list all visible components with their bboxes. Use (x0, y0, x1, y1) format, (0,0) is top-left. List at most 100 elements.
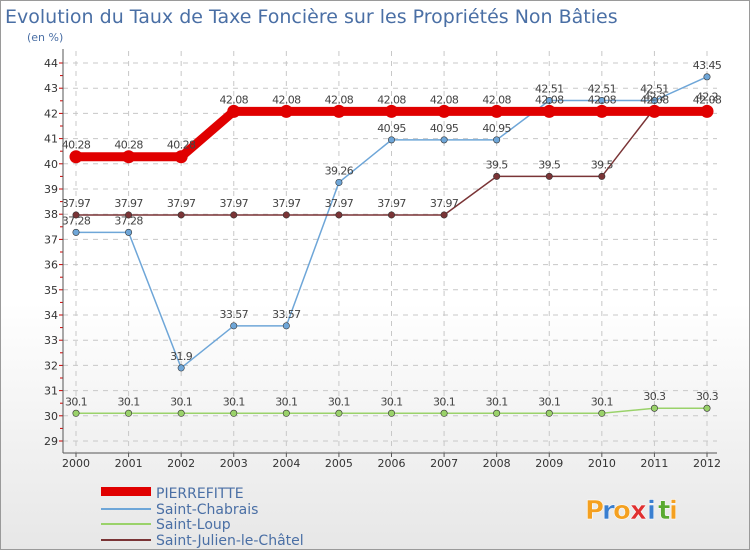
data-label: 30.1 (170, 395, 192, 408)
data-point (493, 136, 501, 144)
legend-swatch (101, 487, 151, 496)
data-point (703, 73, 711, 81)
data-label: 40.28 (114, 139, 143, 152)
data-label: 42.51 (588, 83, 617, 96)
data-point (335, 409, 343, 417)
data-label: 42.08 (272, 93, 301, 106)
data-label: 33.57 (220, 308, 249, 321)
legend: PIERREFITTESaint-ChabraisSaint-LoupSaint… (101, 486, 304, 549)
data-label: 30.1 (380, 395, 402, 408)
data-point (545, 409, 553, 417)
data-point (282, 322, 290, 330)
data-label: 30.1 (65, 395, 87, 408)
logo-letter: i (669, 496, 678, 526)
data-point (545, 97, 553, 105)
data-point (125, 211, 133, 219)
logo-letter: r (602, 496, 615, 526)
data-point (387, 136, 395, 144)
data-label: 39.5 (538, 158, 561, 171)
y-tick-label: 40 (44, 158, 58, 171)
data-point (598, 409, 606, 417)
data-point (493, 172, 501, 180)
data-point (177, 364, 185, 372)
y-tick-label: 31 (44, 385, 58, 398)
data-point (230, 211, 238, 219)
logo-letter: t (658, 496, 670, 526)
series (69, 73, 714, 417)
data-label: 42.08 (693, 93, 722, 106)
legend-label: Saint-Julien-le-Châtel (156, 533, 304, 549)
data-point (387, 211, 395, 219)
data-label: 40.95 (430, 122, 459, 135)
data-label: 42.2 (696, 90, 718, 103)
data-label: 30.1 (538, 395, 560, 408)
data-label: 33.57 (272, 308, 301, 321)
logo-letter: x (630, 496, 647, 526)
data-point (598, 172, 606, 180)
data-label: 42.08 (325, 93, 354, 106)
y-tick-label: 34 (44, 309, 58, 322)
proxiti-logo: Pro x i ti (585, 496, 678, 527)
data-point (177, 409, 185, 417)
data-point (440, 409, 448, 417)
data-label: 39.5 (591, 158, 614, 171)
data-point (125, 409, 133, 417)
data-point (700, 104, 714, 118)
data-point (72, 409, 80, 417)
data-labels: 40.28 40.28 40.28 42.08 42.08 42.08 42.08 42.08… (62, 59, 723, 408)
y-tick-label: 32 (44, 359, 58, 372)
data-point (279, 104, 293, 118)
x-tick-label: 2001 (115, 457, 143, 470)
data-label: 42.51 (640, 83, 669, 96)
y-tick-label: 29 (44, 435, 58, 448)
data-point (335, 211, 343, 219)
x-tick-label: 2008 (483, 457, 511, 470)
x-tick-label: 2000 (62, 457, 90, 470)
data-label: 37.97 (430, 197, 459, 210)
data-point (122, 150, 136, 164)
data-label: 42.08 (588, 93, 617, 106)
y-tick-label: 30 (44, 410, 58, 423)
data-point (125, 228, 133, 236)
data-point (598, 97, 606, 105)
data-point (230, 409, 238, 417)
data-label: 42.08 (535, 93, 564, 106)
data-label: 40.95 (482, 122, 511, 135)
data-label: 30.3 (643, 390, 666, 403)
data-label: 37.97 (114, 197, 143, 210)
axes: 29 30 31 32 33 34 35 36 37 38 39 40 41 42 43 44 2000 2001… (44, 49, 721, 470)
x-tick-label: 2012 (693, 457, 721, 470)
y-tick-label: 35 (44, 284, 58, 297)
legend-label: Saint-Chabrais (156, 502, 258, 518)
data-point (545, 172, 553, 180)
data-label: 37.97 (377, 197, 406, 210)
data-point (542, 104, 556, 118)
data-label: 42.08 (430, 93, 459, 106)
data-label: 42.08 (220, 93, 249, 106)
legend-label: PIERREFITTE (156, 486, 244, 502)
data-point (72, 211, 80, 219)
x-tick-label: 2004 (272, 457, 300, 470)
y-tick-label: 37 (44, 233, 58, 246)
data-point (595, 104, 609, 118)
data-point (282, 409, 290, 417)
x-tick-label: 2011 (640, 457, 668, 470)
data-label: 42.08 (640, 93, 669, 106)
data-label: 37.97 (272, 197, 301, 210)
y-tick-label: 42 (44, 107, 58, 120)
data-label: 42.08 (482, 93, 511, 106)
data-point (282, 211, 290, 219)
data-point (227, 104, 241, 118)
data-point (387, 409, 395, 417)
y-tick-label: 39 (44, 183, 58, 196)
logo-letter: i (647, 496, 656, 526)
data-label: 37.97 (325, 197, 354, 210)
x-tick-label: 2002 (167, 457, 195, 470)
y-tick-label: 43 (44, 82, 58, 95)
data-label: 30.1 (223, 395, 245, 408)
data-label: 37.97 (62, 197, 91, 210)
data-point (385, 104, 398, 118)
y-tick-label: 38 (44, 208, 58, 221)
